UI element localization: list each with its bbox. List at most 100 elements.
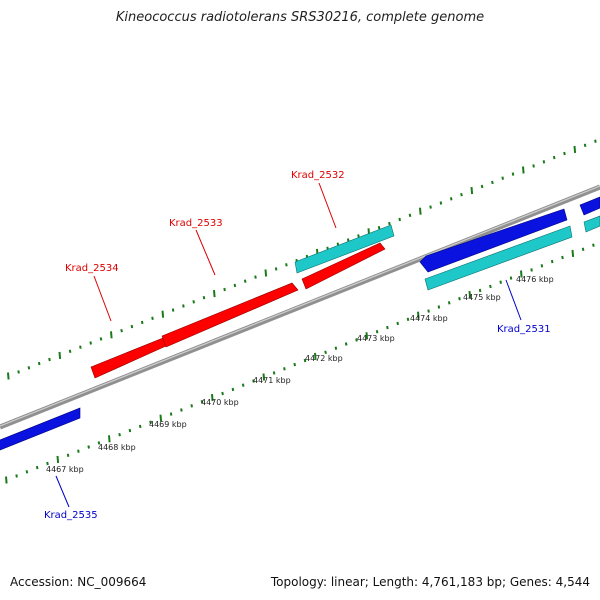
minor-tick — [221, 391, 224, 396]
minor-tick — [97, 441, 101, 445]
gene-leader-lines — [55, 182, 522, 508]
minor-tick — [334, 346, 338, 350]
kbp-label-4474: 4474 kbp — [410, 314, 448, 323]
leader-krad-2534 — [93, 275, 112, 322]
gene-feature-krad-2532[interactable] — [301, 242, 386, 290]
gene-label-krad-2531[interactable]: Krad_2531 — [497, 324, 551, 335]
minor-tick — [151, 316, 154, 320]
kbp-label-4468: 4468 kbp — [98, 443, 136, 452]
major-tick — [56, 455, 60, 463]
gene-feature-krad-2533[interactable] — [161, 282, 299, 348]
minor-tick — [99, 337, 103, 341]
major-tick — [159, 414, 163, 422]
kbp-label-4472: 4472 kbp — [305, 354, 343, 363]
major-tick — [161, 310, 165, 318]
upper-tick-track — [7, 139, 597, 380]
gene-label-krad-2534[interactable]: Krad_2534 — [65, 263, 119, 274]
major-tick — [468, 291, 472, 299]
cyan-feature-lower-right[interactable] — [424, 225, 573, 291]
minor-tick — [532, 164, 535, 168]
minor-tick — [15, 474, 18, 478]
minor-tick — [272, 371, 276, 375]
minor-tick — [449, 197, 453, 201]
minor-tick — [324, 350, 327, 354]
minor-tick — [118, 433, 121, 437]
gene-feature-krad-2534[interactable] — [90, 337, 167, 379]
minor-tick — [192, 300, 195, 304]
minor-tick — [478, 288, 482, 293]
gene-label-krad-2535[interactable]: Krad_2535 — [44, 510, 98, 521]
gene-label-krad-2533[interactable]: Krad_2533 — [169, 218, 223, 229]
lower-tick-track — [5, 243, 595, 484]
major-tick — [7, 372, 10, 380]
minor-tick — [274, 267, 278, 271]
blue-feature-right-edge[interactable] — [579, 196, 600, 216]
minor-tick — [530, 268, 533, 272]
minor-tick — [563, 151, 566, 156]
minor-tick — [182, 304, 185, 308]
cyan-feature-right-edge[interactable] — [583, 215, 600, 233]
kbp-label-4467: 4467 kbp — [46, 465, 84, 474]
minor-tick — [293, 362, 296, 367]
major-tick — [470, 187, 474, 195]
minor-tick — [283, 367, 286, 371]
minor-tick — [223, 287, 226, 292]
gene-feature-krad-2531[interactable] — [419, 208, 568, 273]
major-tick — [522, 166, 525, 174]
minor-tick — [396, 321, 399, 326]
kbp-axis-labels: 4467 kbp 4468 kbp 4469 kbp 4470 kbp 4471… — [46, 275, 554, 474]
minor-tick — [130, 324, 134, 329]
backbone — [0, 184, 600, 430]
gene-labels: Krad_2535 Krad_2534 Krad_2533 Krad_2532 … — [44, 170, 551, 521]
minor-tick — [46, 461, 49, 466]
minor-tick — [303, 358, 307, 363]
kbp-label-4469: 4469 kbp — [149, 420, 187, 429]
minor-tick — [128, 428, 132, 433]
minor-tick — [25, 470, 29, 474]
major-tick — [213, 290, 216, 298]
minor-tick — [458, 297, 461, 301]
minor-tick — [190, 404, 193, 408]
major-tick — [571, 249, 575, 257]
kbp-label-4476: 4476 kbp — [516, 275, 554, 284]
minor-tick — [357, 234, 360, 238]
gene-label-krad-2532[interactable]: Krad_2532 — [291, 170, 345, 181]
minor-tick — [491, 180, 494, 185]
minor-tick — [48, 357, 51, 362]
minor-tick — [550, 259, 554, 264]
minor-tick — [17, 370, 20, 374]
minor-tick — [406, 317, 410, 321]
minor-tick — [241, 383, 245, 387]
minor-tick — [89, 341, 92, 345]
kbp-label-4470: 4470 kbp — [201, 398, 239, 407]
minor-tick — [511, 172, 515, 176]
kbp-label-4475: 4475 kbp — [463, 293, 501, 302]
major-tick — [419, 207, 422, 215]
major-tick — [365, 332, 369, 340]
major-tick — [314, 352, 317, 360]
map-title: Kineococcus radiotolerans SRS30216, comp… — [115, 10, 485, 25]
minor-tick — [180, 408, 183, 412]
major-tick — [262, 373, 266, 381]
minor-tick — [66, 453, 70, 457]
minor-tick — [35, 465, 39, 470]
major-tick — [58, 351, 62, 359]
minor-tick — [77, 449, 80, 453]
minor-tick — [169, 412, 173, 416]
major-tick — [264, 269, 268, 277]
minor-tick — [346, 238, 350, 242]
minor-tick — [68, 349, 72, 353]
gene-feature-krad-2535[interactable] — [0, 407, 81, 452]
minor-tick — [344, 342, 348, 346]
major-tick — [417, 311, 420, 319]
minor-tick — [552, 155, 556, 160]
cyan-feature-upper-left[interactable] — [294, 224, 395, 274]
minor-tick — [79, 345, 82, 349]
major-tick — [5, 476, 8, 484]
minor-tick — [499, 280, 502, 284]
minor-tick — [540, 264, 544, 268]
major-tick — [211, 394, 214, 402]
minor-tick — [480, 184, 484, 189]
major-tick — [108, 435, 111, 443]
